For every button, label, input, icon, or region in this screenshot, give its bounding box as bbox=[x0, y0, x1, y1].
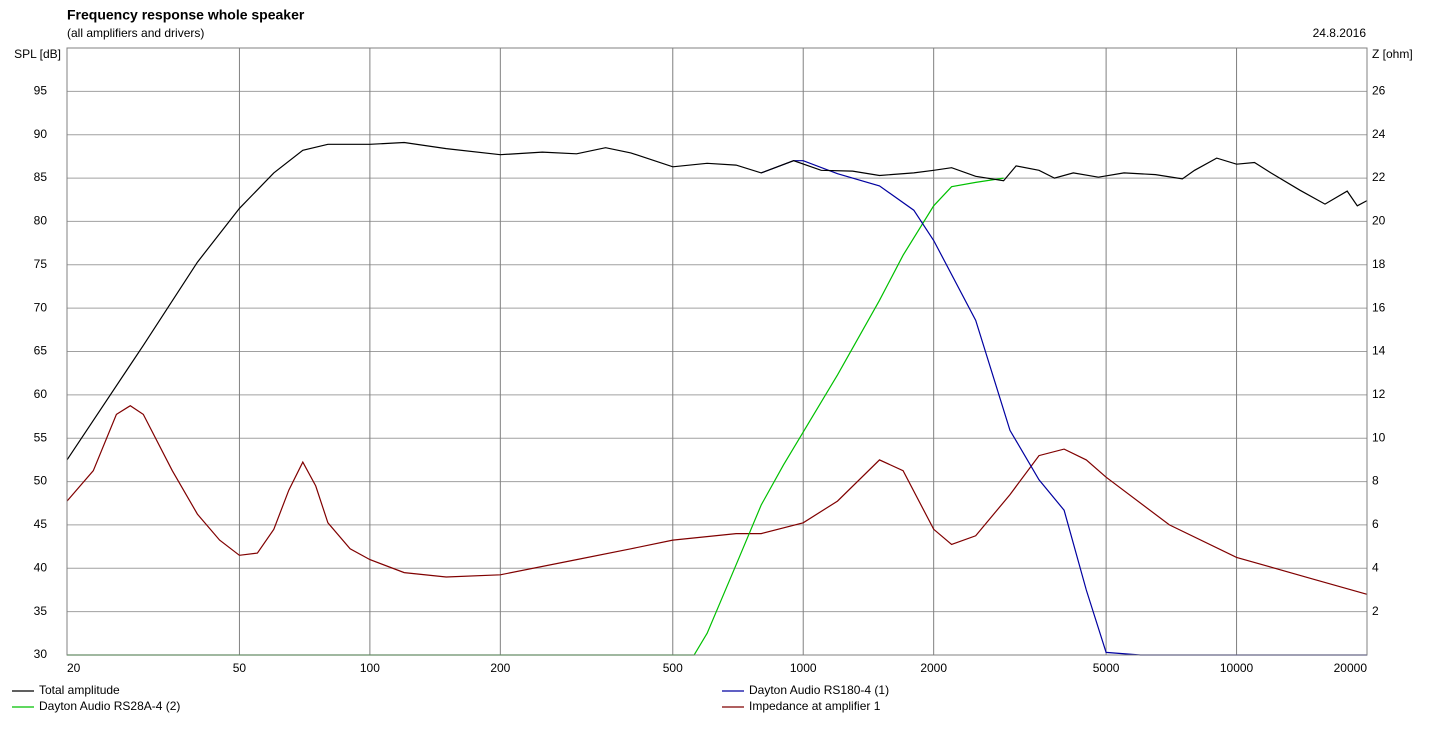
chart-date: 24.8.2016 bbox=[1313, 26, 1367, 40]
y2-tick-label: 14 bbox=[1372, 344, 1386, 358]
x-tick-label: 20 bbox=[67, 661, 81, 675]
y-axis-label: SPL [dB] bbox=[14, 47, 61, 61]
y-tick-label: 70 bbox=[34, 300, 48, 314]
y-tick-label: 65 bbox=[34, 344, 48, 358]
x-tick-label: 2000 bbox=[920, 661, 947, 675]
y2-tick-label: 12 bbox=[1372, 387, 1386, 401]
y2-tick-label: 26 bbox=[1372, 84, 1386, 98]
y2-tick-label: 22 bbox=[1372, 170, 1386, 184]
x-tick-label: 500 bbox=[663, 661, 683, 675]
y-tick-label: 50 bbox=[34, 474, 48, 488]
x-tick-label: 50 bbox=[233, 661, 247, 675]
series-line bbox=[66, 141, 1368, 461]
y-tick-label: 60 bbox=[34, 387, 48, 401]
y2-tick-label: 20 bbox=[1372, 214, 1386, 228]
y2-tick-label: 10 bbox=[1372, 430, 1386, 444]
y2-tick-label: 4 bbox=[1372, 560, 1379, 574]
y2-tick-label: 18 bbox=[1372, 257, 1386, 271]
legend-label: Dayton Audio RS28A-4 (2) bbox=[39, 699, 180, 713]
series-line bbox=[760, 160, 1367, 656]
y2-tick-label: 16 bbox=[1372, 300, 1386, 314]
y-tick-label: 35 bbox=[34, 604, 48, 618]
legend-label: Total amplitude bbox=[39, 683, 120, 697]
chart-subtitle: (all amplifiers and drivers) bbox=[67, 26, 204, 40]
y-tick-label: 40 bbox=[34, 560, 48, 574]
y2-axis-label: Z [ohm] bbox=[1372, 47, 1413, 61]
series-line bbox=[67, 177, 1004, 656]
y2-tick-label: 24 bbox=[1372, 127, 1386, 141]
y-tick-label: 95 bbox=[34, 84, 48, 98]
y-tick-label: 45 bbox=[34, 517, 48, 531]
series-line bbox=[66, 404, 1368, 595]
y2-tick-label: 2 bbox=[1372, 604, 1379, 618]
chart-title: Frequency response whole speaker bbox=[67, 7, 305, 23]
y2-tick-label: 8 bbox=[1372, 474, 1379, 488]
x-tick-label: 1000 bbox=[790, 661, 817, 675]
x-tick-label: 5000 bbox=[1093, 661, 1120, 675]
y-tick-label: 55 bbox=[34, 430, 48, 444]
y-tick-label: 30 bbox=[34, 647, 48, 661]
y-tick-label: 75 bbox=[34, 257, 48, 271]
y-tick-label: 80 bbox=[34, 214, 48, 228]
y-tick-label: 85 bbox=[34, 170, 48, 184]
x-tick-label: 20000 bbox=[1334, 661, 1368, 675]
plot-frame bbox=[66, 47, 1368, 656]
x-tick-label: 10000 bbox=[1220, 661, 1254, 675]
y2-tick-label: 6 bbox=[1372, 517, 1379, 531]
x-tick-label: 200 bbox=[490, 661, 510, 675]
legend-label: Impedance at amplifier 1 bbox=[749, 699, 881, 713]
x-tick-label: 100 bbox=[360, 661, 380, 675]
y-tick-label: 90 bbox=[34, 127, 48, 141]
legend-label: Dayton Audio RS180-4 (1) bbox=[749, 683, 889, 697]
grid bbox=[66, 48, 1368, 656]
lines bbox=[66, 141, 1368, 656]
